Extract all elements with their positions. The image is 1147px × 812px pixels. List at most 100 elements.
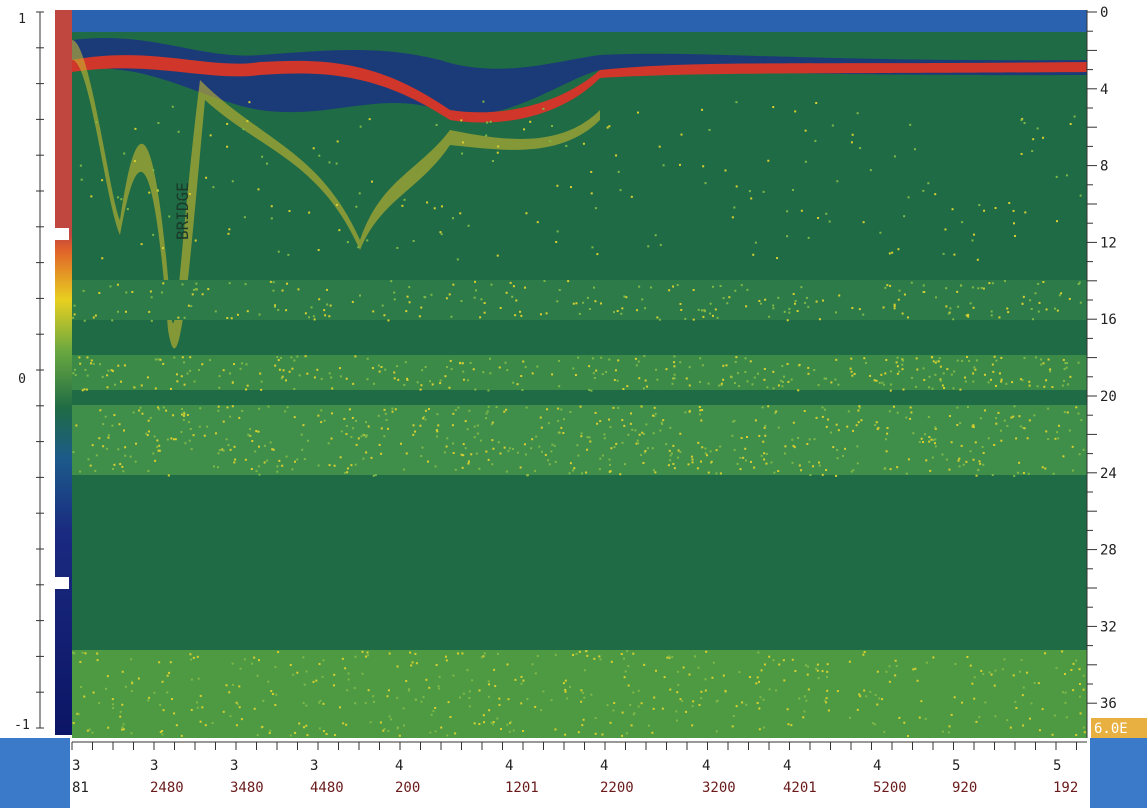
noise-dot bbox=[588, 388, 591, 391]
noise-dot bbox=[817, 216, 820, 219]
noise-dot bbox=[372, 695, 375, 698]
noise-dot bbox=[909, 417, 912, 420]
noise-dot bbox=[116, 283, 119, 286]
noise-dot bbox=[492, 721, 495, 724]
noise-dot bbox=[1009, 726, 1012, 729]
noise-dot bbox=[829, 431, 832, 434]
noise-dot bbox=[1071, 469, 1074, 472]
noise-dot bbox=[927, 415, 930, 418]
noise-dot bbox=[454, 409, 457, 412]
noise-dot bbox=[81, 651, 84, 654]
noise-dot bbox=[595, 369, 598, 372]
noise-dot bbox=[947, 731, 950, 734]
noise-dot bbox=[755, 682, 758, 685]
noise-dot bbox=[884, 372, 887, 375]
noise-dot bbox=[111, 698, 114, 701]
noise-dot bbox=[577, 454, 580, 457]
noise-dot bbox=[665, 368, 668, 371]
noise-dot bbox=[73, 304, 76, 307]
noise-dot bbox=[888, 252, 891, 255]
noise-dot bbox=[235, 724, 238, 727]
noise-dot bbox=[738, 385, 741, 388]
noise-dot bbox=[775, 410, 778, 413]
noise-dot bbox=[72, 316, 75, 319]
noise-dot bbox=[186, 413, 189, 416]
noise-dot bbox=[719, 445, 722, 448]
noise-dot bbox=[504, 361, 507, 364]
noise-dot bbox=[579, 405, 582, 408]
noise-dot bbox=[123, 152, 126, 155]
noise-dot bbox=[560, 408, 563, 411]
noise-dot bbox=[896, 411, 899, 414]
noise-dot bbox=[668, 289, 671, 292]
noise-dot bbox=[149, 416, 152, 419]
noise-dot bbox=[826, 670, 829, 673]
noise-dot bbox=[498, 697, 501, 700]
noise-dot bbox=[596, 253, 599, 256]
noise-dot bbox=[1023, 122, 1026, 125]
noise-dot bbox=[708, 128, 711, 131]
noise-dot bbox=[640, 454, 643, 457]
noise-dot bbox=[445, 445, 448, 448]
depth-label: 12 bbox=[1100, 235, 1117, 251]
noise-dot bbox=[512, 447, 515, 450]
noise-dot bbox=[637, 442, 640, 445]
noise-dot bbox=[817, 677, 820, 680]
noise-dot bbox=[1013, 405, 1016, 408]
noise-dot bbox=[84, 652, 87, 655]
noise-dot bbox=[588, 308, 591, 311]
noise-dot bbox=[357, 246, 360, 249]
noise-dot bbox=[490, 283, 493, 286]
noise-dot bbox=[1037, 682, 1040, 685]
noise-dot bbox=[277, 651, 280, 654]
noise-dot bbox=[404, 361, 407, 364]
noise-dot bbox=[506, 369, 509, 372]
noise-dot bbox=[905, 472, 908, 475]
noise-dot bbox=[1069, 122, 1072, 125]
noise-dot bbox=[73, 368, 76, 371]
noise-dot bbox=[226, 145, 229, 148]
noise-dot bbox=[468, 705, 471, 708]
noise-dot bbox=[896, 365, 899, 368]
noise-dot bbox=[849, 716, 852, 719]
noise-dot bbox=[408, 286, 411, 289]
noise-dot bbox=[101, 257, 104, 260]
noise-dot bbox=[701, 364, 704, 367]
noise-dot bbox=[959, 388, 962, 391]
noise-dot bbox=[923, 291, 926, 294]
noise-dot bbox=[158, 444, 161, 447]
noise-dot bbox=[998, 316, 1001, 319]
noise-dot bbox=[86, 729, 89, 732]
noise-dot bbox=[409, 651, 412, 654]
noise-dot bbox=[762, 726, 765, 729]
noise-dot bbox=[909, 406, 912, 409]
noise-dot bbox=[1082, 688, 1085, 691]
noise-dot bbox=[798, 464, 801, 467]
noise-dot bbox=[667, 464, 670, 467]
noise-dot bbox=[764, 434, 767, 437]
noise-dot bbox=[651, 447, 654, 450]
noise-dot bbox=[170, 437, 173, 440]
noise-dot bbox=[328, 464, 331, 467]
noise-dot bbox=[322, 702, 325, 705]
noise-dot bbox=[621, 419, 624, 422]
noise-dot bbox=[950, 373, 953, 376]
noise-dot bbox=[271, 692, 274, 695]
noise-dot bbox=[859, 695, 862, 698]
noise-dot bbox=[562, 682, 565, 685]
noise-dot bbox=[291, 367, 294, 370]
noise-dot bbox=[804, 160, 807, 163]
noise-dot bbox=[457, 652, 460, 655]
noise-dot bbox=[302, 656, 305, 659]
noise-dot bbox=[676, 284, 679, 287]
noise-dot bbox=[1083, 731, 1086, 734]
noise-dot bbox=[107, 434, 110, 437]
noise-dot bbox=[888, 665, 891, 668]
status-box bbox=[1091, 718, 1147, 738]
noise-dot bbox=[400, 442, 403, 445]
noise-dot bbox=[436, 430, 439, 433]
noise-dot bbox=[705, 650, 708, 653]
noise-dot bbox=[948, 415, 951, 418]
noise-dot bbox=[719, 472, 722, 475]
noise-dot bbox=[992, 370, 995, 373]
